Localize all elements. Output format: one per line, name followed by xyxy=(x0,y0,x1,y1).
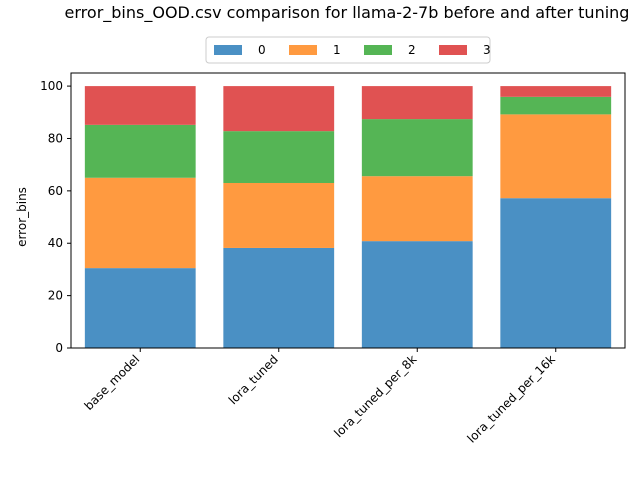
legend-swatch-3 xyxy=(439,45,467,55)
x-tick-label: lora_tuned_per_8k xyxy=(331,352,419,440)
y-tick-label: 100 xyxy=(40,79,63,93)
bar-base_model-series-2 xyxy=(84,124,196,178)
bar-lora_tuned_per_8k-series-0 xyxy=(361,241,473,348)
x-tick-label: lora_tuned_per_16k xyxy=(465,352,558,445)
plot-area: 0 20 40 60 80 100 base_model lora_tuned lora_tun… xyxy=(40,72,626,446)
legend-swatch-2 xyxy=(364,45,392,55)
x-tick-label: lora_tuned xyxy=(226,352,281,407)
y-tick-label: 80 xyxy=(48,131,63,145)
bar-lora_tuned-series-3 xyxy=(223,86,335,132)
bar-lora_tuned-series-2 xyxy=(223,131,335,183)
bar-lora_tuned_per_8k-series-3 xyxy=(361,86,473,120)
bar-lora_tuned_per_16k-series-2 xyxy=(500,96,612,115)
y-axis-label: error_bins xyxy=(15,187,29,247)
legend-label-2: 2 xyxy=(408,43,416,57)
x-tick-label: base_model xyxy=(82,352,143,413)
bar-base_model-series-3 xyxy=(84,86,196,125)
legend-swatch-0 xyxy=(214,45,242,55)
axes-frame xyxy=(70,72,626,349)
y-tick-label: 60 xyxy=(48,184,63,198)
bar-lora_tuned_per_8k-series-2 xyxy=(361,119,473,177)
legend-box xyxy=(205,36,491,64)
bar-lora_tuned_per_16k-series-0 xyxy=(500,198,612,348)
legend-label-0: 0 xyxy=(258,43,266,57)
legend-label-1: 1 xyxy=(333,43,341,57)
chart-title: error_bins_OOD.csv comparison for llama-… xyxy=(65,3,630,23)
y-tick-label: 20 xyxy=(48,289,63,303)
legend-swatch-1 xyxy=(289,45,317,55)
bar-lora_tuned_per_16k-series-1 xyxy=(500,114,612,199)
legend: 0 1 2 3 xyxy=(205,36,491,64)
y-tick-label: 40 xyxy=(48,236,63,250)
bar-base_model-series-1 xyxy=(84,177,196,269)
bar-lora_tuned-series-1 xyxy=(223,183,335,248)
bar-base_model-series-0 xyxy=(84,268,196,348)
bar-lora_tuned_per_8k-series-1 xyxy=(361,176,473,242)
bar-lora_tuned-series-0 xyxy=(223,247,335,348)
bar-lora_tuned_per_16k-series-3 xyxy=(500,86,612,97)
y-tick-label: 0 xyxy=(55,341,63,355)
legend-label-3: 3 xyxy=(483,43,491,57)
